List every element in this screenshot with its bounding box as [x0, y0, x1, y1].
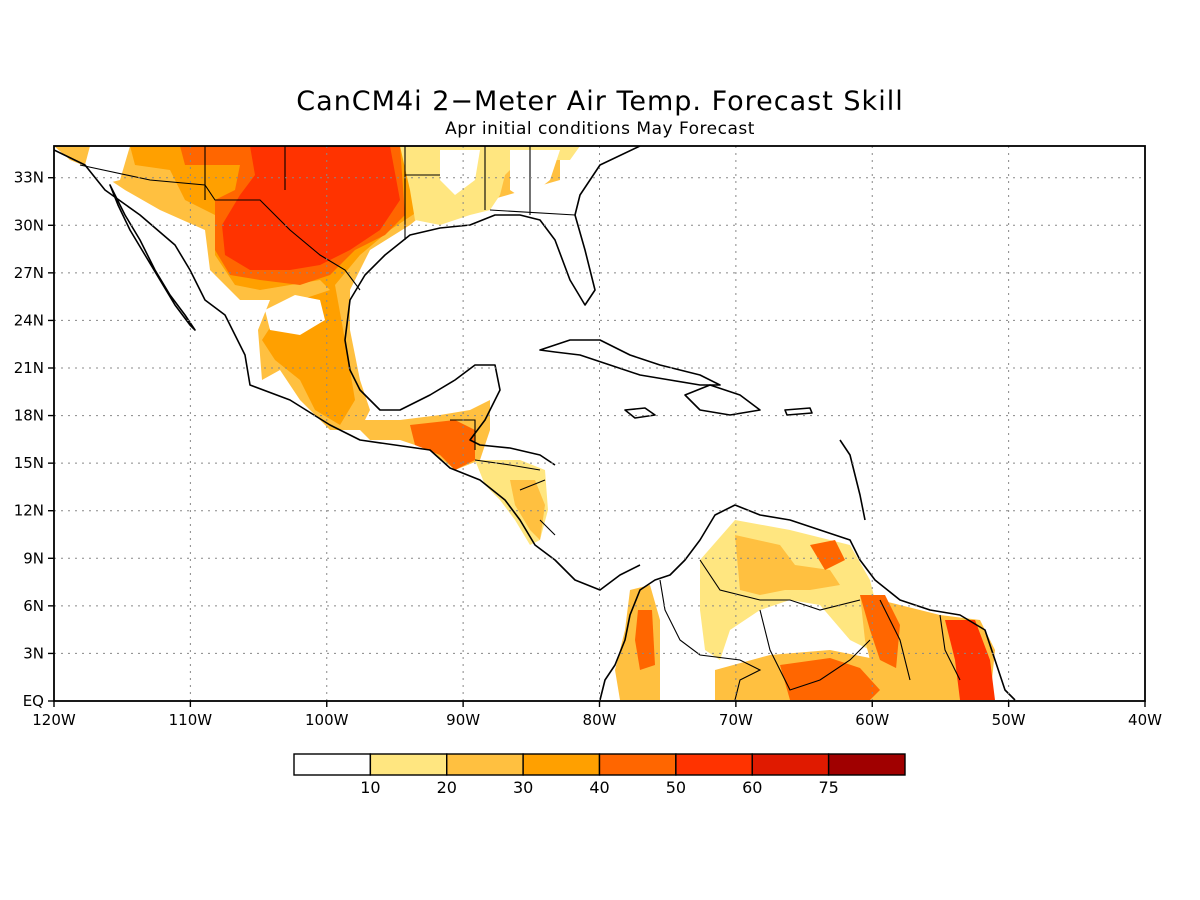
- colorbar-label: 20: [437, 778, 457, 797]
- skill-region-gulf-states-inner: [440, 150, 480, 195]
- y-tick-label: 15N: [14, 454, 44, 472]
- y-tick-label: 30N: [14, 216, 44, 234]
- y-tick-label: EQ: [23, 692, 44, 710]
- border-south-america: [659, 559, 961, 701]
- colorbar-label: 50: [666, 778, 686, 797]
- coastline-north-america: [54, 149, 641, 591]
- border-us-mexico: [79, 164, 361, 291]
- x-tick-label: 50W: [992, 711, 1026, 729]
- colorbar-label: 10: [360, 778, 380, 797]
- coastline-lesser-antilles: [839, 439, 866, 521]
- skill-region-gulf-states-inner2: [510, 150, 560, 200]
- colorbar-swatch: [675, 753, 753, 776]
- colorbar-swatch: [446, 753, 524, 776]
- coastline-hispaniola: [684, 384, 761, 416]
- x-tick-label: 110W: [169, 711, 213, 729]
- skill-region-colombia-40: [635, 610, 655, 670]
- colorbar-swatch: [293, 753, 372, 776]
- y-tick-label: 18N: [14, 407, 44, 425]
- y-tick-label: 33N: [14, 169, 44, 187]
- skill-region-venezuela-30: [735, 535, 840, 595]
- political-borders: [79, 146, 961, 701]
- y-tick-label: 24N: [14, 311, 44, 329]
- x-tick-label: 60W: [855, 711, 889, 729]
- x-tick-label: 40W: [1128, 711, 1162, 729]
- x-tick-label: 120W: [32, 711, 76, 729]
- skill-region-baja-hole: [85, 146, 130, 185]
- colorbar-swatch: [751, 753, 830, 776]
- coastline-baja-california: [109, 184, 196, 331]
- graticule: [54, 146, 1145, 701]
- coastline-south-america: [599, 504, 1016, 701]
- x-tick-label: 70W: [719, 711, 753, 729]
- x-tick-label: 90W: [446, 711, 480, 729]
- y-tick-label: 9N: [23, 549, 44, 567]
- map-subtitle: Apr initial conditions May Forecast: [445, 119, 755, 139]
- coastline-puerto-rico: [784, 407, 813, 416]
- skill-region-venezuela-50: [810, 540, 845, 570]
- skill-region-guianas-50: [860, 595, 900, 680]
- coastline-cuba: [539, 339, 721, 386]
- skill-shading: [54, 146, 995, 700]
- colorbar-swatch: [522, 753, 601, 776]
- colorbar-label: 30: [513, 778, 533, 797]
- colorbar: 10 20 30 40 50 60 75: [293, 753, 906, 797]
- skill-region-central-america-30: [510, 480, 545, 540]
- y-tick-label: 6N: [23, 597, 44, 615]
- skill-region-central-mexico-hole: [265, 295, 325, 335]
- border-us-states: [204, 146, 576, 240]
- colorbar-swatch: [369, 753, 448, 776]
- map-frame: [53, 145, 1146, 702]
- colorbar-swatch: [827, 753, 906, 776]
- colorbar-swatch: [598, 753, 677, 776]
- map-title: CanCM4i 2−Meter Air Temp. Forecast Skill: [296, 86, 904, 117]
- y-tick-label: 3N: [23, 644, 44, 662]
- colorbar-label: 75: [818, 778, 838, 797]
- colorbar-label: 40: [589, 778, 609, 797]
- y-tick-label: 21N: [14, 359, 44, 377]
- skill-region-amapa: [945, 620, 995, 700]
- border-central-america: [450, 419, 556, 536]
- coastline-jamaica: [624, 407, 656, 419]
- skill-region-guatemala: [410, 420, 475, 470]
- x-tick-label: 80W: [583, 711, 617, 729]
- y-tick-label: 27N: [14, 264, 44, 282]
- x-tick-label: 100W: [305, 711, 349, 729]
- skill-region-brazil-50: [780, 658, 880, 700]
- axis-ticks: 120W 110W 100W 90W 80W 70W 60W 50W 40W EQ 3N 6N 9N 12…: [14, 169, 1162, 729]
- colorbar-label: 60: [742, 778, 762, 797]
- y-tick-label: 12N: [14, 502, 44, 520]
- skill-region-mexico-texas-60: [222, 146, 400, 270]
- skill-region-mexico-texas-outer: [54, 146, 560, 430]
